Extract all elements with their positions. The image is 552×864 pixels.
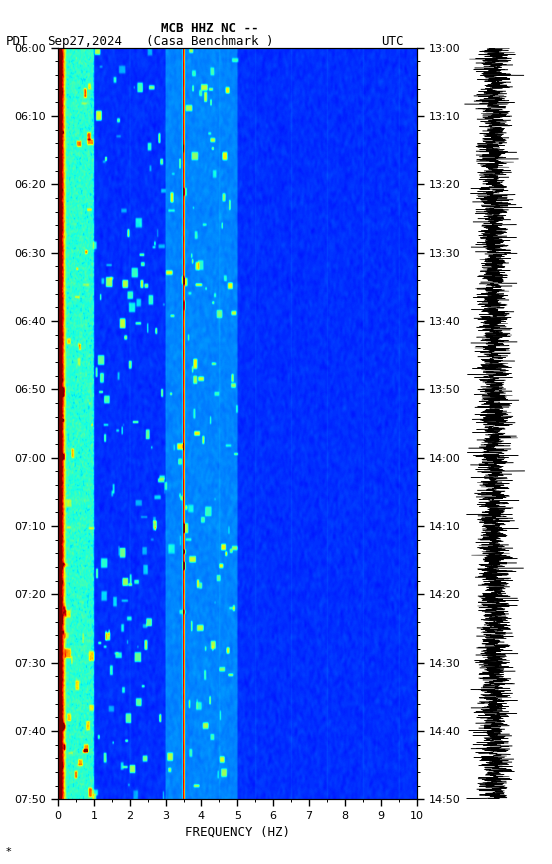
Text: PDT: PDT xyxy=(6,35,28,48)
Text: (Casa Benchmark ): (Casa Benchmark ) xyxy=(146,35,273,48)
X-axis label: FREQUENCY (HZ): FREQUENCY (HZ) xyxy=(185,825,290,838)
Text: UTC: UTC xyxy=(381,35,404,48)
Text: MCB HHZ NC --: MCB HHZ NC -- xyxy=(161,22,258,35)
Text: *: * xyxy=(6,848,11,857)
Text: Sep27,2024: Sep27,2024 xyxy=(47,35,122,48)
